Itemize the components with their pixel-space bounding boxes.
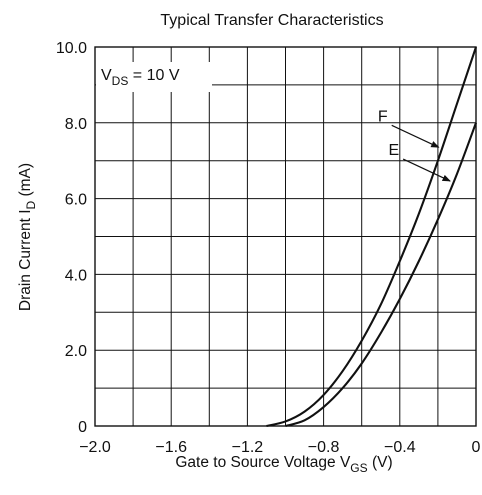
- tick-labels: −2.0 −1.6 −1.2 −0.8 −0.4 0 0 2.0 4.0 6.0 8.0 10.0: [56, 40, 481, 456]
- series-line-e: [285, 122, 477, 428]
- plot-frame: [94, 46, 477, 427]
- curve-annotations: FE: [378, 108, 451, 182]
- x-tick-label: −0.8: [308, 439, 340, 456]
- condition-label: VDS = 10 V: [101, 67, 180, 88]
- y-tick-label: 4.0: [65, 267, 87, 284]
- x-tick-label: −1.2: [232, 439, 264, 456]
- chart-title: Typical Transfer Characteristics: [160, 12, 383, 29]
- x-tick-label: 0: [472, 439, 481, 456]
- x-tick-label: −1.6: [155, 439, 187, 456]
- y-tick-label: 8.0: [65, 116, 87, 133]
- y-tick-label: 2.0: [65, 343, 87, 360]
- annotation-label-e: E: [388, 142, 399, 159]
- y-tick-label: 6.0: [65, 192, 87, 209]
- annotation-label-f: F: [378, 108, 388, 125]
- series-line-f: [266, 46, 477, 428]
- series-curves: [266, 46, 477, 428]
- y-tick-label: 10.0: [56, 40, 87, 57]
- annotation-arrow: [391, 124, 440, 148]
- condition-box: [96, 62, 212, 92]
- annotation-arrow: [402, 158, 451, 182]
- y-axis-label: Drain Current ID (mA): [17, 163, 38, 311]
- y-tick-label: 0: [78, 419, 87, 436]
- x-tick-label: −2.0: [79, 439, 111, 456]
- x-tick-label: −0.4: [384, 439, 416, 456]
- x-axis-label: Gate to Source Voltage VGS (V): [175, 454, 392, 475]
- grid-lines: [95, 47, 476, 426]
